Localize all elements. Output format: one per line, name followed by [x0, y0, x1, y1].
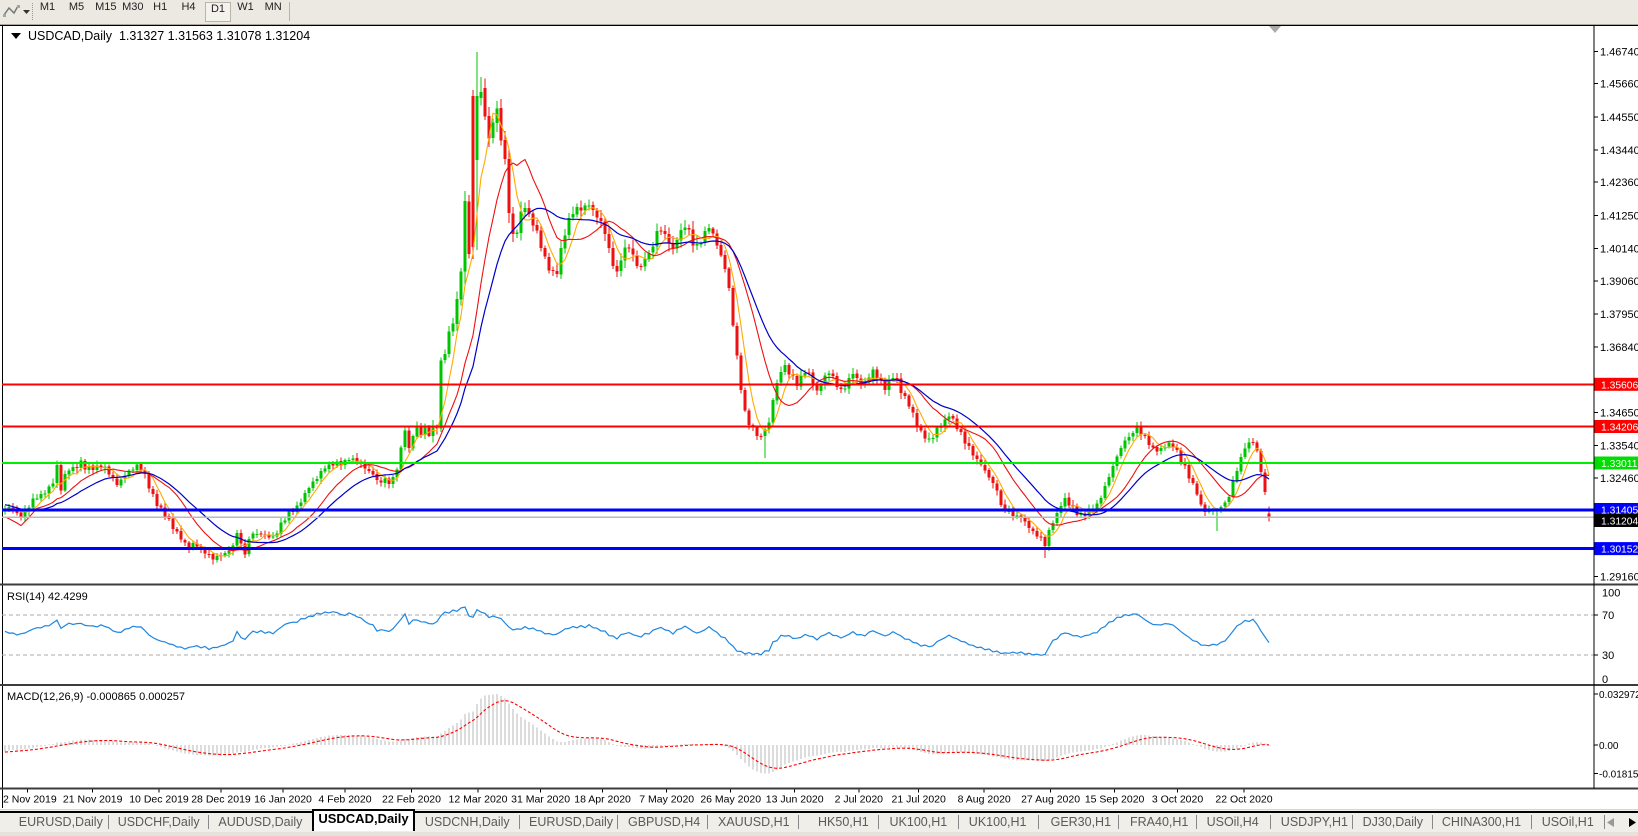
svg-text:1.42360: 1.42360	[1600, 177, 1638, 189]
svg-text:3 Oct 2020: 3 Oct 2020	[1152, 794, 1204, 806]
svg-text:21 Nov 2019: 21 Nov 2019	[63, 794, 123, 806]
svg-text:12 Mar 2020: 12 Mar 2020	[449, 794, 508, 806]
svg-text:22 Feb 2020: 22 Feb 2020	[382, 794, 441, 806]
svg-text:22 Oct 2020: 22 Oct 2020	[1215, 794, 1272, 806]
svg-text:10 Dec 2019: 10 Dec 2019	[129, 794, 189, 806]
svg-text:1.29160: 1.29160	[1600, 571, 1638, 583]
svg-text:1.36840: 1.36840	[1600, 342, 1638, 354]
svg-text:USDCAD,Daily 1.31327 1.31563: USDCAD,Daily 1.31327 1.31563 1.31078 1.3…	[28, 29, 310, 43]
svg-text:0.032972: 0.032972	[1599, 690, 1638, 701]
svg-text:1.45660: 1.45660	[1600, 79, 1638, 91]
svg-text:31 Mar 2020: 31 Mar 2020	[511, 794, 570, 806]
svg-text:100: 100	[1602, 587, 1620, 599]
svg-text:-0.0181543: -0.0181543	[1599, 770, 1638, 781]
svg-text:28 Dec 2019: 28 Dec 2019	[191, 794, 251, 806]
svg-text:MACD(12,26,9) -0.000865 0.0002: MACD(12,26,9) -0.000865 0.000257	[7, 691, 185, 703]
svg-text:1.41250: 1.41250	[1600, 210, 1638, 222]
svg-text:1.43440: 1.43440	[1600, 145, 1638, 157]
svg-text:1.32460: 1.32460	[1600, 473, 1638, 485]
svg-text:70: 70	[1602, 610, 1614, 622]
svg-text:2 Nov 2019: 2 Nov 2019	[3, 794, 57, 806]
svg-text:1.46740: 1.46740	[1600, 47, 1638, 59]
svg-text:0: 0	[1602, 674, 1608, 686]
svg-text:1.40140: 1.40140	[1600, 244, 1638, 256]
svg-text:7 May 2020: 7 May 2020	[639, 794, 694, 806]
svg-text:16 Jan 2020: 16 Jan 2020	[254, 794, 312, 806]
svg-text:15 Sep 2020: 15 Sep 2020	[1085, 794, 1145, 806]
svg-text:1.33540: 1.33540	[1600, 441, 1638, 453]
svg-text:1.31204: 1.31204	[1601, 517, 1638, 528]
svg-text:1.44550: 1.44550	[1600, 112, 1638, 124]
svg-text:4 Feb 2020: 4 Feb 2020	[318, 794, 371, 806]
svg-text:1.31405: 1.31405	[1601, 506, 1638, 517]
svg-text:2 Jul 2020: 2 Jul 2020	[835, 794, 884, 806]
svg-text:8 Aug 2020: 8 Aug 2020	[958, 794, 1011, 806]
svg-text:1.39060: 1.39060	[1600, 276, 1638, 288]
svg-text:1.37950: 1.37950	[1600, 309, 1638, 321]
svg-text:13 Jun 2020: 13 Jun 2020	[766, 794, 824, 806]
svg-text:RSI(14) 42.4299: RSI(14) 42.4299	[7, 591, 88, 603]
svg-text:26 May 2020: 26 May 2020	[700, 794, 761, 806]
svg-text:27 Aug 2020: 27 Aug 2020	[1021, 794, 1080, 806]
svg-text:1.33011: 1.33011	[1601, 459, 1638, 470]
svg-text:1.35606: 1.35606	[1601, 380, 1638, 391]
svg-text:21 Jul 2020: 21 Jul 2020	[892, 794, 946, 806]
svg-text:30: 30	[1602, 650, 1614, 662]
svg-text:1.34206: 1.34206	[1601, 423, 1638, 434]
svg-text:18 Apr 2020: 18 Apr 2020	[574, 794, 631, 806]
svg-text:1.30152: 1.30152	[1601, 545, 1638, 556]
svg-text:1.34650: 1.34650	[1600, 407, 1638, 419]
svg-text:0.00: 0.00	[1599, 741, 1619, 752]
